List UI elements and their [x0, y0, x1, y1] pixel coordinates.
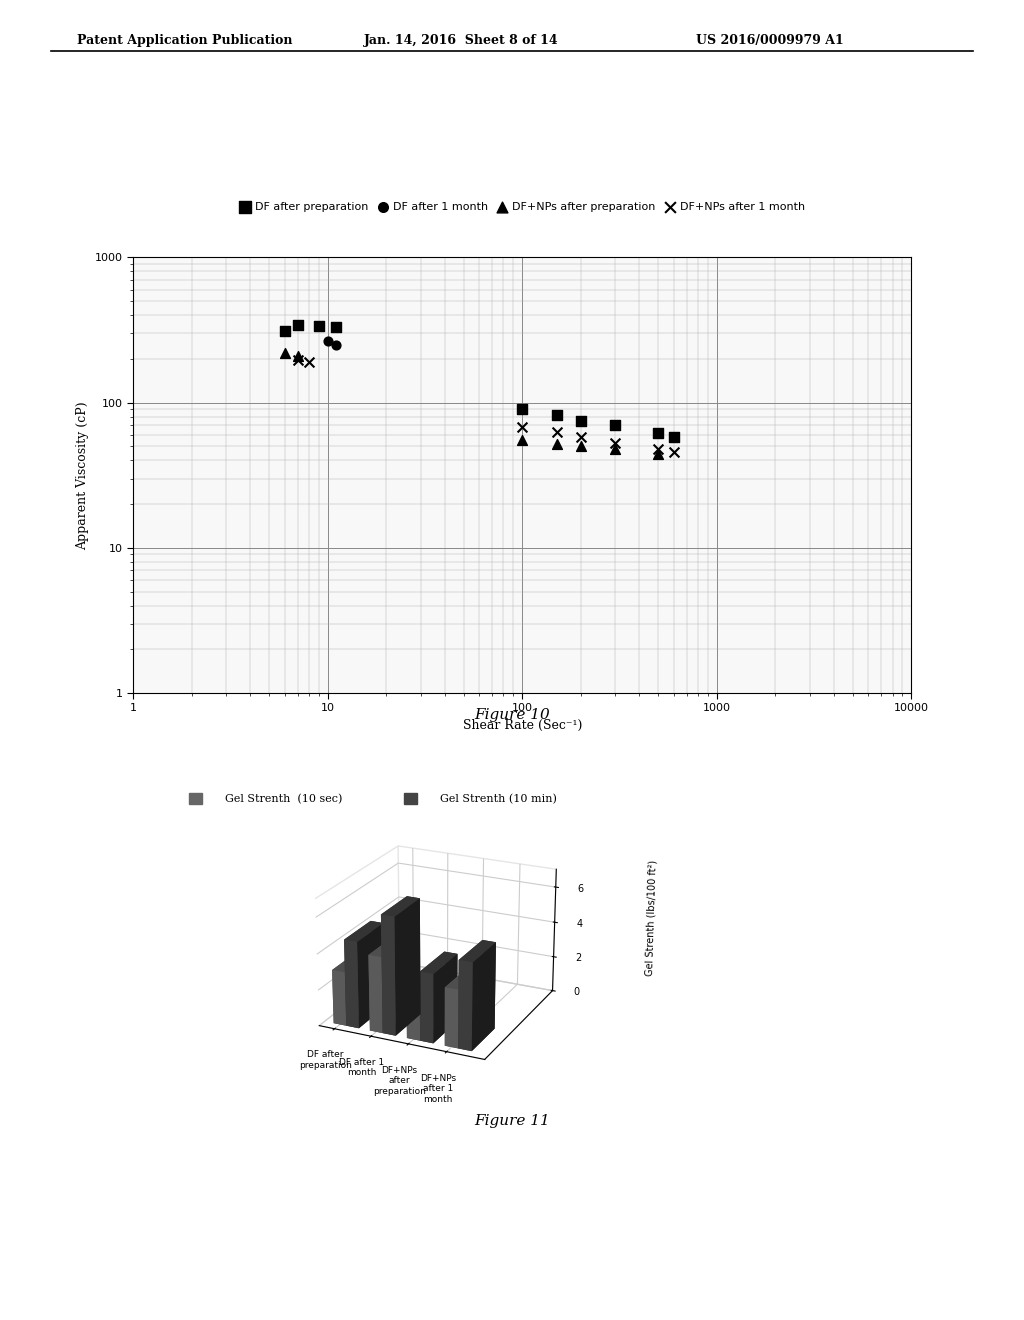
DF+NPs after 1 month	[607, 432, 624, 453]
Text: Patent Application Publication: Patent Application Publication	[77, 34, 292, 48]
DF after preparation	[572, 411, 589, 432]
DF after preparation	[607, 414, 624, 436]
DF+NPs after 1 month	[301, 351, 317, 372]
DF+NPs after 1 month	[666, 441, 682, 462]
DF+NPs after 1 month	[290, 350, 306, 371]
Text: Jan. 14, 2016  Sheet 8 of 14: Jan. 14, 2016 Sheet 8 of 14	[364, 34, 558, 48]
DF after preparation	[548, 404, 564, 425]
DF after preparation	[290, 315, 306, 337]
DF+NPs after preparation	[514, 430, 530, 451]
DF+NPs after preparation	[290, 346, 306, 367]
Text: Figure 11: Figure 11	[474, 1114, 550, 1127]
DF+NPs after preparation	[548, 433, 564, 454]
DF+NPs after 1 month	[650, 438, 667, 459]
DF+NPs after 1 month	[548, 421, 564, 442]
Y-axis label: Apparent Viscosity (cP): Apparent Viscosity (cP)	[76, 401, 89, 549]
DF+NPs after 1 month	[514, 416, 530, 437]
Text: Gel Strenth  (10 sec): Gel Strenth (10 sec)	[225, 793, 343, 804]
DF after preparation	[310, 315, 327, 337]
Text: US 2016/0009979 A1: US 2016/0009979 A1	[696, 34, 844, 48]
DF after preparation	[276, 321, 293, 342]
DF after preparation	[514, 399, 530, 420]
DF+NPs after preparation	[276, 342, 293, 363]
DF after preparation	[650, 422, 667, 444]
DF after 1 month	[319, 330, 336, 351]
X-axis label: Shear Rate (Sec⁻¹): Shear Rate (Sec⁻¹)	[463, 719, 582, 733]
Legend: DF after preparation, DF after 1 month, DF+NPs after preparation, DF+NPs after 1: DF after preparation, DF after 1 month, …	[240, 202, 805, 213]
Text: Figure 10: Figure 10	[474, 709, 550, 722]
DF+NPs after preparation	[572, 436, 589, 457]
DF after 1 month	[328, 334, 344, 355]
DF+NPs after preparation	[650, 444, 667, 465]
DF+NPs after 1 month	[572, 426, 589, 447]
Text: Gel Strenth (10 min): Gel Strenth (10 min)	[440, 793, 557, 804]
DF after preparation	[666, 426, 682, 447]
DF after preparation	[328, 317, 344, 338]
DF+NPs after preparation	[607, 438, 624, 459]
